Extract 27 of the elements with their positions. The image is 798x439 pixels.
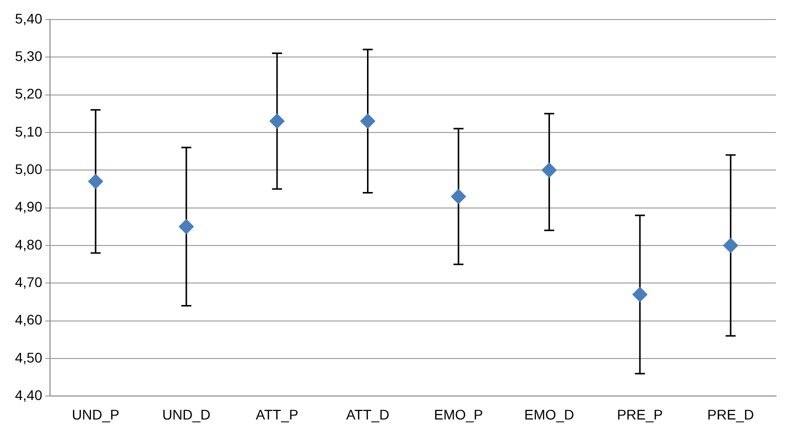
y-tick-label: 4,70 [15,274,42,290]
y-tick-label: 4,60 [15,312,42,328]
point [178,219,194,234]
y-tick-label: 5,10 [15,123,42,140]
y-tick-label: 5,00 [15,160,42,177]
point [450,188,466,204]
point [632,286,648,302]
y-tick-label: 5,40 [15,10,42,26]
point [542,162,557,178]
x-tick-label: UND_P [72,406,120,422]
y-tick-label: 4,90 [15,198,42,215]
x-tick-label: ATT_P [256,406,298,422]
point [88,174,104,189]
y-tick-label: 4,40 [15,387,42,404]
x-tick-label: UND_D [162,406,210,422]
y-tick-label: 4,50 [15,349,42,366]
y-tick-label: 5,20 [15,86,42,102]
point [723,238,738,253]
point [360,114,376,129]
y-tick-label: 4,80 [15,236,42,252]
x-tick-label: PRE_P [616,406,663,422]
y-tick-label: 5,30 [15,48,42,64]
x-tick-label: PRE_D [707,406,754,422]
x-tick-label: EMO_D [524,406,574,422]
x-tick-label: EMO_P [434,406,483,422]
point [270,114,285,129]
x-tick-label: ATT_D [346,406,390,422]
